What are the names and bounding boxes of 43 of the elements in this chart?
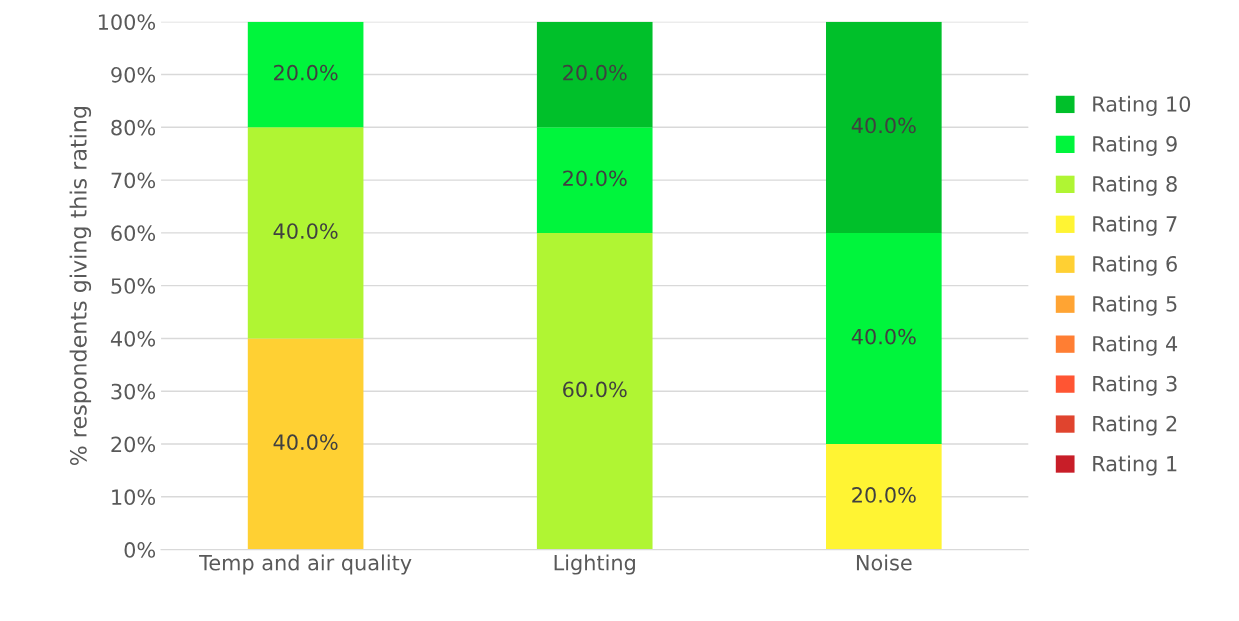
data-label: 20.0% — [852, 487, 916, 503]
legend-label: Rating 2 — [1093, 415, 1177, 436]
legend-label: Rating 9 — [1093, 135, 1177, 156]
y-tick-label: 100% — [98, 14, 156, 30]
legend-label: Rating 7 — [1093, 215, 1177, 236]
data-label: 40.0% — [273, 434, 338, 451]
bar — [536, 21, 653, 128]
y-tick-label: 50% — [111, 278, 156, 294]
bar — [826, 444, 942, 550]
y-tick-label: 10% — [112, 489, 156, 506]
bar — [536, 127, 653, 233]
x-tick-label: Lighting — [554, 554, 635, 575]
legend-label: Rating 10 — [1093, 95, 1191, 116]
x-tick-label: Noise — [856, 554, 912, 571]
x-tick-label: Temp and air quality — [199, 554, 412, 575]
y-tick-label: 30% — [111, 383, 156, 400]
bar — [247, 21, 364, 128]
y-tick-label: 80% — [111, 119, 156, 136]
y-tick-label: 60% — [111, 225, 156, 242]
bar — [826, 21, 942, 233]
bar — [247, 127, 364, 339]
legend-label: Rating 5 — [1093, 295, 1177, 316]
legend-label: Rating 6 — [1093, 255, 1177, 276]
y-tick-label: 70% — [111, 172, 156, 189]
data-label: 20.0% — [274, 64, 338, 81]
data-label: 20.0% — [563, 170, 627, 187]
legend-label: Rating 4 — [1093, 335, 1178, 356]
bar — [247, 338, 364, 550]
data-label: 20.0% — [563, 64, 627, 81]
data-label: 40.0% — [851, 328, 916, 345]
legend-label: Rating 8 — [1093, 175, 1177, 196]
bar — [536, 232, 653, 550]
data-label: 60.0% — [563, 381, 627, 398]
y-tick-label: 20% — [111, 436, 156, 453]
legend-label: Rating 1 — [1093, 455, 1177, 476]
y-tick-label: 40% — [110, 330, 156, 347]
y-tick-label: 90% — [111, 66, 156, 83]
bar — [826, 232, 942, 445]
y-axis-title: % respondents giving this rating — [69, 106, 92, 466]
data-label: 40.0% — [851, 117, 916, 134]
data-label: 40.0% — [273, 223, 338, 239]
y-tick-label: 0% — [124, 542, 156, 558]
legend-label: Rating 3 — [1093, 375, 1177, 396]
